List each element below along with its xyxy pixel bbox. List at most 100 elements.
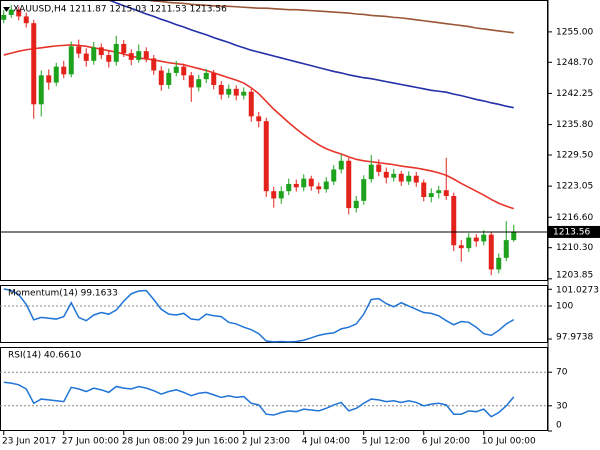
y-tick-label: 1229.50 xyxy=(556,150,593,160)
candle-body xyxy=(413,175,419,183)
candle-body xyxy=(353,200,359,209)
x-tick-label: 10 Jul 00:00 xyxy=(482,437,536,447)
candle-body xyxy=(203,72,209,80)
current-price-label: 1213.56 xyxy=(553,227,590,237)
candle-body xyxy=(16,9,22,17)
candle-body xyxy=(196,79,202,88)
candle-body xyxy=(511,231,517,241)
candle-body xyxy=(458,245,464,249)
candle-body xyxy=(263,121,269,192)
candle-body xyxy=(76,46,82,54)
candle-body xyxy=(233,88,239,96)
candle-body xyxy=(286,183,292,192)
y-tick-label: 30 xyxy=(556,401,568,411)
candle-body xyxy=(383,171,389,178)
candle-body xyxy=(68,46,74,75)
candle-body xyxy=(91,47,97,61)
candle-body xyxy=(83,53,89,61)
candle-body xyxy=(98,47,104,56)
x-tick-label: 6 Jul 20:00 xyxy=(422,437,471,447)
candle-body xyxy=(106,55,112,62)
candle-body xyxy=(136,51,142,60)
moving-average xyxy=(140,0,514,34)
candle-body xyxy=(31,23,37,105)
panel-title: RSI(14) 40.6610 xyxy=(8,351,81,361)
candle-body xyxy=(428,193,434,197)
candle-body xyxy=(248,91,254,117)
current-price-box xyxy=(548,225,600,238)
main-plot xyxy=(1,0,517,276)
candle-body xyxy=(241,91,247,96)
candle-body xyxy=(121,43,127,54)
candle-body xyxy=(271,191,277,199)
candle-body xyxy=(143,51,149,59)
candle-body xyxy=(61,66,67,75)
candle-body xyxy=(46,75,52,83)
candle-body xyxy=(503,240,509,258)
candle-body xyxy=(421,182,427,197)
indicator-line xyxy=(3,288,515,343)
candle-body xyxy=(346,160,352,209)
moving-average xyxy=(106,0,514,109)
candle-body xyxy=(391,173,397,178)
candle-body xyxy=(256,116,262,122)
candle-body xyxy=(8,9,14,15)
candle-body xyxy=(181,66,187,76)
candle-body xyxy=(331,169,337,182)
candle-body xyxy=(38,75,44,105)
candle-body xyxy=(158,70,164,85)
y-tick-label: 1216.60 xyxy=(556,213,593,223)
candle-body xyxy=(211,72,217,85)
candle-body xyxy=(496,257,502,270)
moving-average xyxy=(3,44,514,210)
x-tick-label: 27 Jun 00:00 xyxy=(62,437,119,447)
candle-body xyxy=(128,53,134,60)
x-tick-label: 2 Jul 23:00 xyxy=(242,437,291,447)
y-tick-label: 101.0273 xyxy=(556,286,599,296)
candle-body xyxy=(188,75,194,88)
y-tick-label: 1255.00 xyxy=(556,27,593,37)
candle-body xyxy=(398,173,404,182)
candle-body xyxy=(151,58,157,71)
y-tick-label: 1223.05 xyxy=(556,182,593,192)
y-tick-label: 1242.25 xyxy=(556,89,593,99)
y-tick-label: 100 xyxy=(556,302,573,312)
candle-body xyxy=(443,190,449,197)
candle-body xyxy=(338,160,344,170)
candle-body xyxy=(1,14,7,20)
candle-body xyxy=(173,66,179,73)
indicator-line xyxy=(3,381,515,418)
panel-title: Momentum(14) 99.1633 xyxy=(8,289,118,299)
candle-body xyxy=(436,190,442,194)
y-tick-label: 0 xyxy=(556,421,562,431)
y-tick-label: 1203.85 xyxy=(556,271,593,281)
candle-body xyxy=(323,181,329,190)
candle-body xyxy=(406,175,412,182)
candle-body xyxy=(473,237,479,242)
candle-body xyxy=(113,43,119,62)
candle-body xyxy=(278,191,284,199)
candle-body xyxy=(481,234,487,242)
x-tick-label: 28 Jun 08:00 xyxy=(122,437,179,447)
y-tick-label: 1248.70 xyxy=(556,58,593,68)
y-tick-label: 97.9738 xyxy=(556,333,593,343)
candle-body xyxy=(376,164,382,172)
x-tick-label: 4 Jul 04:00 xyxy=(302,437,351,447)
x-tick-label: 29 Jun 16:00 xyxy=(182,437,239,447)
y-tick-label: 1235.80 xyxy=(556,120,593,130)
candle-body xyxy=(23,16,29,24)
candle-body xyxy=(488,234,494,270)
candle-body xyxy=(226,88,232,95)
candle-body xyxy=(316,186,322,190)
candle-body xyxy=(451,196,457,246)
candle-body xyxy=(166,72,172,85)
candle-body xyxy=(293,183,299,188)
chart-title: XAUUSD,H4 1211.87 1215.03 1211.53 1213.5… xyxy=(13,5,227,15)
candle-body xyxy=(361,179,367,201)
candle-body xyxy=(53,66,59,83)
candle-body xyxy=(308,178,314,187)
candle-body xyxy=(368,164,374,180)
